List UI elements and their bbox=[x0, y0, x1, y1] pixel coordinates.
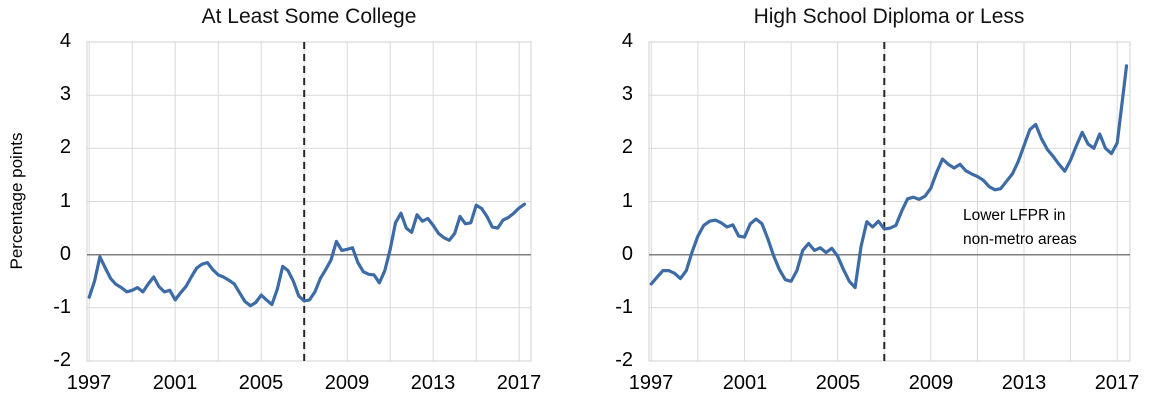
data-line bbox=[649, 64, 1129, 290]
right-chart-title: High School Diploma or Less bbox=[753, 5, 1025, 28]
y-tick-label: 1 bbox=[59, 190, 71, 212]
x-tick-label: 2005 bbox=[238, 372, 284, 394]
y-tick-label: 2 bbox=[59, 136, 71, 158]
x-tick-label: 2009 bbox=[324, 372, 370, 394]
y-tick-label: 2 bbox=[621, 136, 633, 158]
y-tick-label: -2 bbox=[53, 349, 71, 371]
y-tick-label: -2 bbox=[615, 349, 633, 371]
x-tick-label: 2005 bbox=[815, 372, 861, 394]
y-tick-label: 0 bbox=[59, 243, 71, 265]
x-tick-label: 2009 bbox=[908, 372, 954, 394]
x-tick-label: 1997 bbox=[628, 372, 674, 394]
annotation-line-2: non-metro areas bbox=[963, 231, 1077, 248]
plot-border bbox=[648, 41, 1131, 362]
x-tick-label: 2001 bbox=[152, 372, 198, 394]
x-tick-label: 1997 bbox=[66, 372, 112, 394]
x-tick-label: 2013 bbox=[410, 372, 456, 394]
y-tick-label: 4 bbox=[59, 30, 71, 52]
y-tick-label: 3 bbox=[621, 83, 633, 105]
plot-border bbox=[86, 41, 532, 362]
x-tick-label: 2017 bbox=[496, 372, 542, 394]
left-chart-title: At Least Some College bbox=[201, 5, 417, 28]
y-tick-label: 3 bbox=[59, 83, 71, 105]
y-tick-label: -1 bbox=[53, 296, 71, 318]
annotation-lower-lfpr: Lower LFPR in non-metro areas bbox=[963, 204, 1077, 252]
annotation-line-1: Lower LFPR in bbox=[963, 207, 1066, 224]
y-tick-label: 4 bbox=[621, 30, 633, 52]
y-tick-label: 0 bbox=[621, 243, 633, 265]
data-line bbox=[87, 202, 527, 308]
x-tick-label: 2001 bbox=[722, 372, 768, 394]
x-tick-label: 2013 bbox=[1001, 372, 1047, 394]
x-tick-label: 2017 bbox=[1094, 372, 1140, 394]
y-tick-label: 1 bbox=[621, 190, 633, 212]
y-tick-label: -1 bbox=[615, 296, 633, 318]
